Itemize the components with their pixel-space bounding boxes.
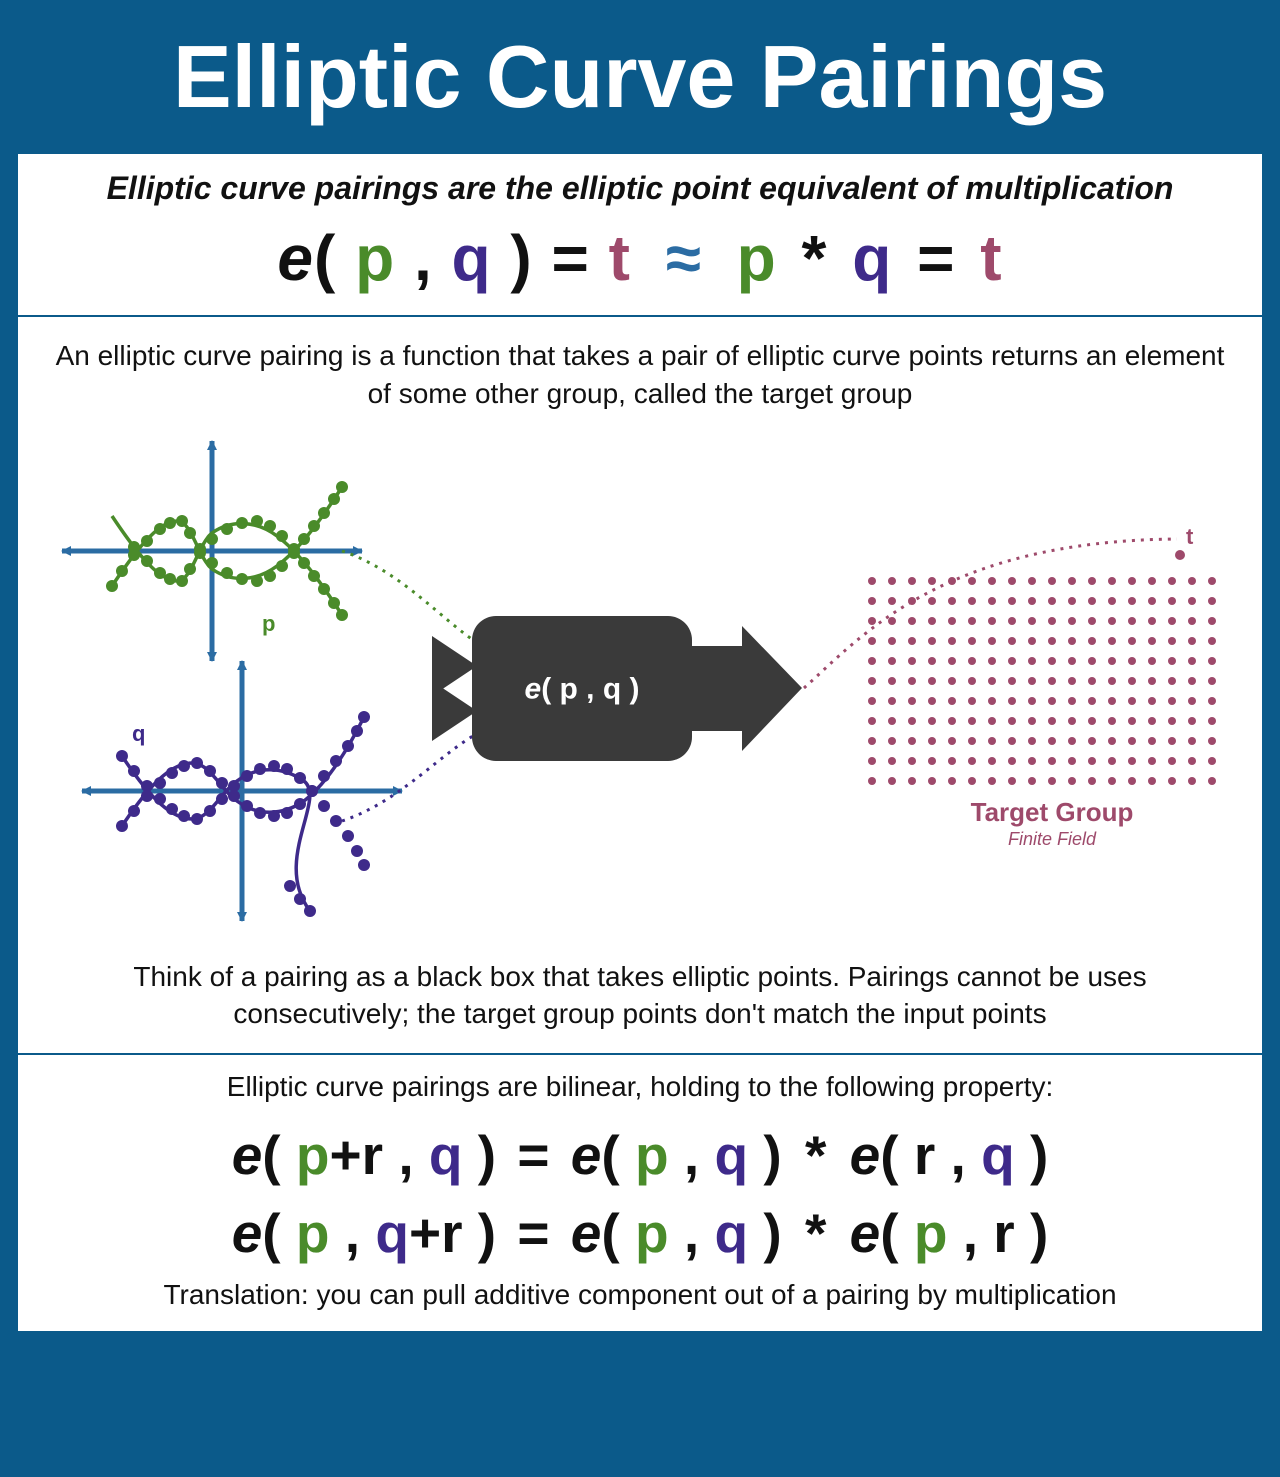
eq-p: p: [355, 222, 395, 294]
b1-q2: q: [714, 1124, 748, 1186]
bilinear-intro: Elliptic curve pairings are bilinear, ho…: [42, 1071, 1238, 1103]
eq-lparen: (: [314, 222, 336, 294]
section-diagram: An elliptic curve pairing is a function …: [16, 317, 1264, 1055]
bilinear-eq-1: e( p+r , q ) = e( p , q ) * e( r , q ): [42, 1123, 1238, 1187]
analogy-equation: e( p , q ) = t ≈ p * q = t: [42, 221, 1238, 295]
b1-rp3: ): [1030, 1124, 1048, 1186]
eq-q2: q: [852, 222, 892, 294]
eq-star: *: [796, 222, 834, 294]
b1-r: r: [362, 1124, 383, 1186]
b1-r2: r: [914, 1124, 935, 1186]
b2-eq: =: [511, 1202, 555, 1264]
bilinear-translation: Translation: you can pull additive compo…: [42, 1279, 1238, 1311]
b2-c3: ,: [963, 1202, 978, 1264]
eq-p2: p: [737, 222, 777, 294]
b1-rp1: ): [478, 1124, 496, 1186]
b1-e1: e: [232, 1124, 263, 1186]
b2-p2b: p: [914, 1202, 948, 1264]
b2-c1: ,: [345, 1202, 360, 1264]
eq-rparen: ): [510, 222, 532, 294]
svg-text:q: q: [132, 721, 145, 746]
b1-e3: e: [850, 1124, 881, 1186]
b2-plus: +: [409, 1202, 441, 1264]
b2-e3: e: [850, 1202, 881, 1264]
b1-lp2: (: [601, 1124, 619, 1186]
svg-text:e( p , q ): e( p , q ): [525, 672, 640, 705]
b1-c3: ,: [951, 1124, 966, 1186]
svg-text:Target Group: Target Group: [971, 797, 1134, 827]
section-analogy: Elliptic curve pairings are the elliptic…: [16, 152, 1264, 317]
b2-e2: e: [571, 1202, 602, 1264]
b1-p2: p: [635, 1124, 669, 1186]
b1-q3: q: [981, 1124, 1015, 1186]
b1-p: p: [296, 1124, 330, 1186]
b1-lp3: (: [880, 1124, 898, 1186]
b2-lp3: (: [880, 1202, 898, 1264]
b2-lp1: (: [262, 1202, 280, 1264]
b1-eq: =: [511, 1124, 555, 1186]
diagram-explain-top: An elliptic curve pairing is a function …: [52, 337, 1228, 413]
eq-equals2: =: [911, 222, 961, 294]
page-title: Elliptic Curve Pairings: [16, 16, 1264, 152]
pairing-diagram: p q e( p , q ) t Target GroupFinite Field: [42, 421, 1238, 946]
eq-t: t: [609, 222, 631, 294]
eq-q: q: [452, 222, 492, 294]
b1-c1: ,: [398, 1124, 413, 1186]
b2-e1: e: [232, 1202, 263, 1264]
eq-equals: =: [552, 222, 590, 294]
b2-r: r: [441, 1202, 462, 1264]
eq-t2: t: [980, 222, 1002, 294]
b2-c2: ,: [684, 1202, 699, 1264]
b2-p: p: [296, 1202, 330, 1264]
b1-q: q: [429, 1124, 463, 1186]
svg-text:Finite Field: Finite Field: [1008, 829, 1097, 849]
b1-plus: +: [330, 1124, 362, 1186]
b1-star: *: [797, 1124, 834, 1186]
b2-star: *: [797, 1202, 834, 1264]
analogy-subtitle: Elliptic curve pairings are the elliptic…: [42, 170, 1238, 207]
b2-q: q: [375, 1202, 409, 1264]
diagram-explain-bottom: Think of a pairing as a black box that t…: [52, 958, 1228, 1034]
bilinear-eq-2: e( p , q+r ) = e( p , q ) * e( p , r ): [42, 1201, 1238, 1265]
b2-rp2: ): [763, 1202, 781, 1264]
eq-e: e: [277, 222, 314, 294]
b1-rp2: ): [763, 1124, 781, 1186]
eq-approx: ≈: [650, 222, 718, 294]
b1-c2: ,: [684, 1124, 699, 1186]
b2-lp2: (: [601, 1202, 619, 1264]
b2-r2: r: [993, 1202, 1014, 1264]
svg-text:t: t: [1186, 524, 1194, 549]
b2-p2: p: [635, 1202, 669, 1264]
b2-rp1: ): [478, 1202, 496, 1264]
b1-lp1: (: [262, 1124, 280, 1186]
b2-q2: q: [714, 1202, 748, 1264]
svg-text:p: p: [262, 611, 275, 636]
eq-comma: ,: [414, 222, 433, 294]
section-bilinear: Elliptic curve pairings are bilinear, ho…: [16, 1055, 1264, 1333]
b2-rp3: ): [1030, 1202, 1048, 1264]
b1-e2: e: [571, 1124, 602, 1186]
